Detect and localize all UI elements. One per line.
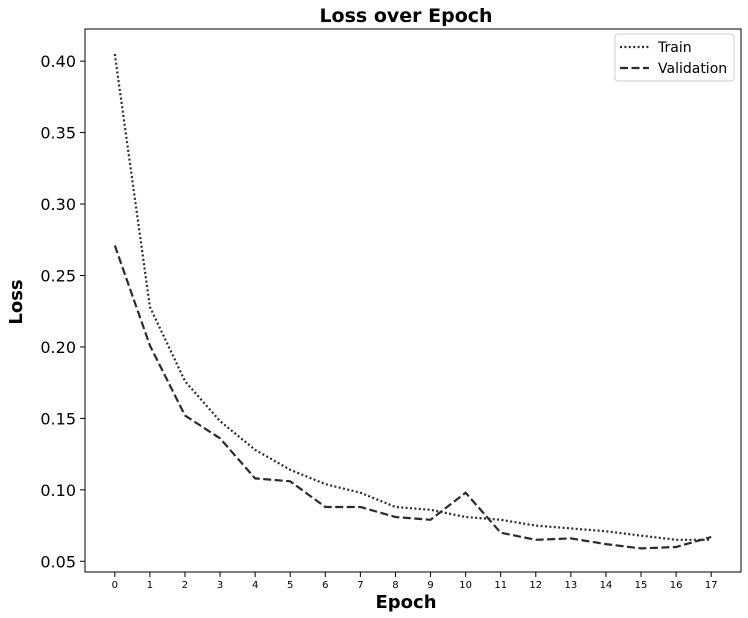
x-tick-label: 4	[252, 580, 258, 591]
y-tick-label: 0.30	[40, 195, 76, 214]
x-axis-title: Epoch	[375, 592, 436, 613]
x-tick-label: 15	[635, 580, 648, 591]
legend-box	[614, 33, 735, 82]
series-line-train	[113, 53, 712, 541]
x-tick-label: 1	[147, 580, 153, 591]
x-tick-label: 11	[494, 580, 507, 591]
y-tick-label: 0.25	[40, 266, 76, 285]
legend: Train Validation	[614, 33, 735, 82]
x-tick-label: 0	[112, 580, 118, 591]
x-tick-label: 8	[392, 580, 398, 591]
x-tick-label: 10	[459, 580, 472, 591]
plot-frame	[84, 28, 742, 573]
x-tick-label: 12	[529, 580, 542, 591]
series-line-validation	[113, 245, 712, 550]
x-tick-label: 17	[705, 580, 718, 591]
y-tick-label: 0.10	[40, 481, 76, 500]
legend-label-train: Train	[657, 40, 692, 56]
y-tick-label: 0.05	[40, 552, 76, 571]
x-tick-label: 16	[670, 580, 683, 591]
plot-area: 0.050.100.150.200.250.300.350.400 1 2 3 4 5 6 7…	[40, 28, 742, 591]
x-tick-label: 7	[357, 580, 363, 591]
y-axis-title: Loss	[6, 279, 27, 324]
x-tick-label: 2	[182, 580, 188, 591]
x-tick-label: 5	[287, 580, 293, 591]
x-tick-label: 14	[600, 580, 613, 591]
chart-title: Loss over Epoch	[319, 5, 492, 27]
x-tick-label: 13	[564, 580, 577, 591]
y-tick-label: 0.15	[40, 409, 76, 428]
legend-label-validation: Validation	[658, 61, 727, 77]
y-tick-label: 0.35	[40, 124, 76, 143]
x-tick-label: 6	[322, 580, 328, 591]
y-tick-label: 0.40	[40, 52, 76, 71]
x-tick-label: 9	[427, 580, 433, 591]
x-tick-label: 3	[217, 580, 223, 591]
y-tick-label: 0.20	[40, 338, 76, 357]
